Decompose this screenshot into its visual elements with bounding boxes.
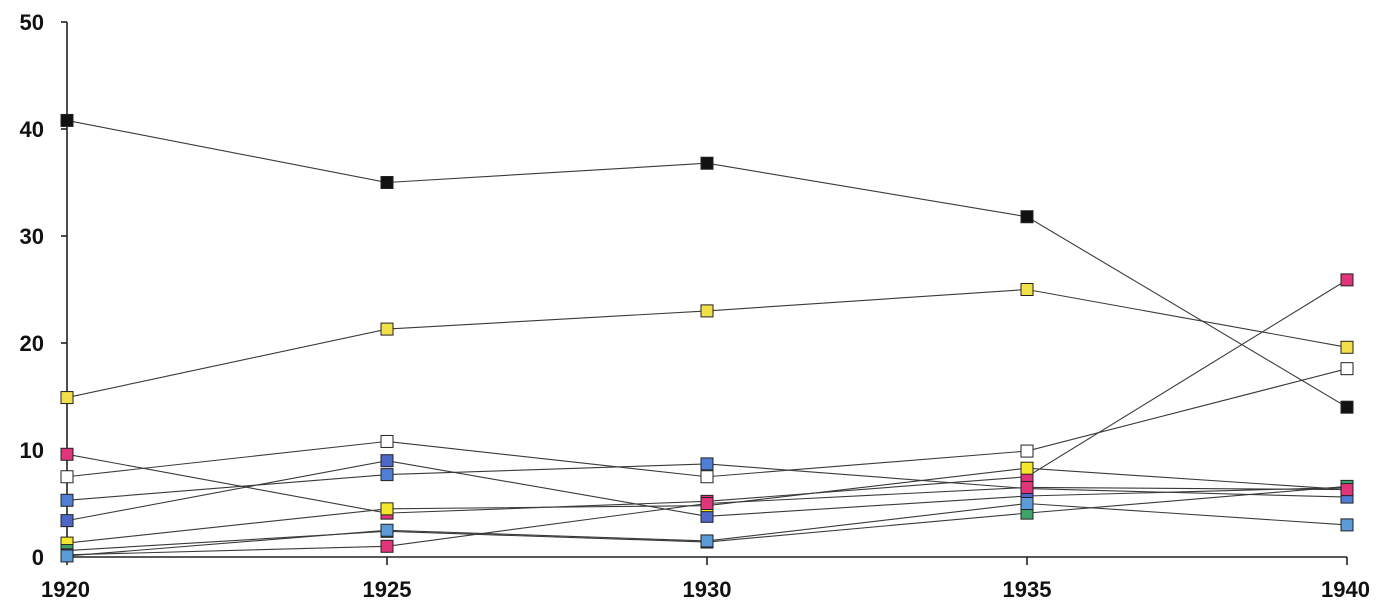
series-1-point (1020, 210, 1034, 224)
series-2-point (60, 391, 74, 405)
series-2-point (1340, 340, 1354, 354)
series-6-point (380, 454, 394, 468)
series-9-point (380, 539, 394, 553)
series-9-point (1020, 480, 1034, 494)
series-10-point (1340, 518, 1354, 532)
series-3-point (60, 470, 74, 484)
series-5-point (60, 493, 74, 507)
series-1-point (1340, 400, 1354, 414)
series-1-point (380, 176, 394, 189)
series-1-point (700, 156, 714, 170)
series-9-point (700, 497, 714, 510)
series-10-point (700, 534, 714, 548)
x-tick-label: 1930 (683, 577, 732, 602)
series-2-point (380, 322, 394, 336)
series-5-point (700, 457, 714, 471)
x-tick-label: 1935 (1003, 577, 1052, 602)
series-10-point (380, 523, 394, 537)
y-tick-label: 0 (32, 545, 44, 570)
series-7-point (380, 502, 394, 516)
x-tick-label: 1925 (363, 577, 412, 602)
series-4-point (60, 447, 74, 461)
y-tick-label: 50 (20, 10, 44, 35)
series-2-point (700, 304, 714, 318)
y-tick-label: 20 (20, 331, 44, 356)
series-3-point (1020, 444, 1034, 458)
x-tick-label: 1920 (41, 577, 90, 602)
series-3-point (700, 470, 714, 484)
series-1-point (60, 113, 74, 127)
y-tick-label: 40 (20, 117, 44, 142)
series-7-point (1020, 461, 1034, 475)
series-6-point (60, 514, 74, 528)
series-10-point (1020, 497, 1034, 510)
series-3-point (380, 434, 394, 448)
x-tick-label: 1940 (1321, 577, 1370, 602)
series-3-point (1340, 362, 1354, 376)
x-axis-ticks: 1920 1925 1930 1935 1940 (41, 557, 1370, 602)
series-5-point (380, 468, 394, 482)
series-lines (66, 119, 1348, 557)
series-10-point (60, 549, 74, 563)
series-4-point (1340, 273, 1354, 287)
y-tick-label: 30 (20, 224, 44, 249)
y-tick-label: 10 (20, 438, 44, 463)
series-markers (60, 113, 1354, 563)
series-2-point (1020, 283, 1034, 296)
series-9-point (1340, 483, 1354, 497)
y-axis-ticks: 0 10 20 30 40 50 (20, 10, 67, 570)
